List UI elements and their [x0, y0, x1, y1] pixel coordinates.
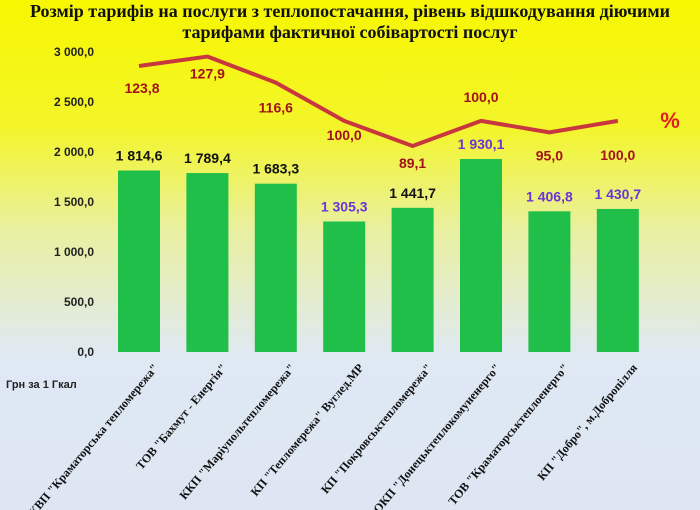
percent-label: 95,0 [536, 147, 563, 163]
bar [118, 170, 160, 352]
percent-label: 89,1 [399, 155, 426, 171]
chart-title-line2: тарифами фактичної собівартості послуг [182, 22, 518, 42]
chart-title-line1: Розмір тарифів на послуги з теплопостача… [29, 1, 671, 21]
bar [528, 211, 571, 352]
bar-value-label: 1 930,1 [458, 136, 505, 152]
bar [254, 183, 297, 352]
bar-value-label: 1 683,3 [252, 161, 299, 177]
y-tick-label: 1 500,0 [54, 195, 94, 209]
bar [460, 158, 502, 352]
percent-label: 123,8 [124, 80, 159, 96]
bar [391, 207, 434, 352]
y-tick-label: 2 500,0 [54, 95, 94, 109]
percent-label: 127,9 [190, 66, 225, 82]
bar [596, 208, 639, 352]
category-label: ТОВ "Краматорськтеплоенерго" [445, 361, 571, 508]
category-label: ККП "Маріупольтепломережа" [176, 361, 298, 502]
bar-value-label: 1 430,7 [594, 186, 641, 202]
y-tick-label: 3 000,0 [54, 45, 94, 59]
y-tick-label: 500,0 [64, 295, 94, 309]
bar-value-label: 1 789,4 [184, 150, 231, 166]
bar-value-label: 1 814,6 [116, 148, 163, 164]
percent-symbol: % [660, 108, 680, 133]
y-tick-label: 2 000,0 [54, 145, 94, 159]
percent-line [138, 54, 619, 148]
chart-title: Розмір тарифів на послуги з теплопостача… [0, 1, 700, 43]
bar-value-label: 1 305,3 [321, 198, 368, 214]
category-label: КП "Тепломережа" Вуглед.МР [248, 361, 367, 499]
category-label: КП "Покровськтепломережа" [318, 361, 435, 496]
percent-label: 100,0 [600, 147, 635, 163]
bar-value-label: 1 406,8 [526, 188, 573, 204]
bar [186, 173, 229, 352]
y-axis-label: Грн за 1 Гкал [6, 379, 77, 391]
percent-label: 116,6 [259, 100, 293, 116]
percent-label: 100,0 [463, 89, 498, 105]
bar-value-label: 1 441,7 [389, 185, 436, 201]
y-tick-label: 0,0 [77, 345, 94, 359]
category-label: ОКП "Донецьктеплокомуненерго" [370, 361, 503, 510]
percent-label: 100,0 [327, 127, 362, 143]
bar [323, 221, 366, 352]
y-tick-label: 1 000,0 [54, 245, 94, 259]
